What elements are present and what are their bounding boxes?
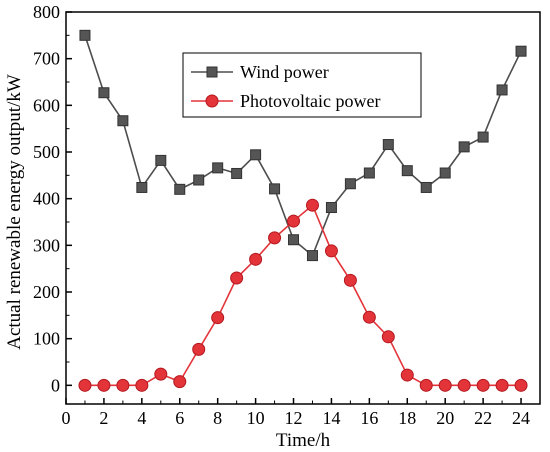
legend-item: Wind power <box>191 62 329 82</box>
data-point <box>249 252 263 266</box>
data-point <box>211 311 225 325</box>
data-point <box>438 378 452 392</box>
y-tick-label: 200 <box>33 282 60 302</box>
legend-box <box>182 52 422 118</box>
y-axis-title: Actual renewable energy output/kW <box>4 74 25 350</box>
x-tick-label: 10 <box>247 408 265 428</box>
x-tick-label: 2 <box>99 408 108 428</box>
x-tick-label: 4 <box>137 408 146 428</box>
data-point <box>135 378 149 392</box>
data-point <box>116 378 130 392</box>
data-point <box>495 378 509 392</box>
data-point <box>193 174 205 186</box>
data-point <box>288 234 300 246</box>
legend-label: Photovoltaic power <box>240 91 380 111</box>
data-point <box>363 167 375 179</box>
x-tick-label: 16 <box>360 408 378 428</box>
data-point <box>344 178 356 190</box>
data-point <box>381 330 395 344</box>
data-point <box>155 154 167 166</box>
ticks-layer: 0 2 4 6 8 10 12 14 16 18 20 22 240100200300400500600… <box>33 2 530 428</box>
data-point <box>98 87 110 99</box>
data-point <box>174 183 186 195</box>
x-tick-label: 12 <box>285 408 303 428</box>
data-point <box>515 45 527 57</box>
data-point <box>212 162 224 174</box>
data-point <box>420 181 432 193</box>
plot-frame <box>65 11 541 405</box>
data-point <box>325 202 337 214</box>
y-tick-label: 400 <box>33 189 60 209</box>
x-tick-label: 0 <box>62 408 71 428</box>
data-point <box>268 231 282 245</box>
legend-item: Photovoltaic power <box>191 91 380 111</box>
y-tick-label: 0 <box>51 375 60 395</box>
data-point <box>79 29 91 41</box>
legend-marker <box>206 66 218 78</box>
y-tick-label: 700 <box>33 49 60 69</box>
legend: Wind power Photovoltaic power <box>182 52 422 118</box>
data-point <box>173 375 187 389</box>
data-point <box>343 273 357 287</box>
data-point <box>400 368 414 382</box>
data-point <box>97 378 111 392</box>
data-point <box>230 271 244 285</box>
data-point <box>287 214 301 228</box>
data-point <box>439 167 451 179</box>
data-point <box>192 342 206 356</box>
data-point <box>306 250 318 262</box>
x-tick-label: 18 <box>398 408 416 428</box>
data-point <box>362 310 376 324</box>
y-tick-label: 100 <box>33 329 60 349</box>
y-tick-label: 600 <box>33 95 60 115</box>
data-point <box>514 378 528 392</box>
data-point <box>231 167 243 179</box>
data-point <box>250 149 262 161</box>
x-tick-label: 20 <box>436 408 454 428</box>
data-point <box>476 378 490 392</box>
data-point <box>305 198 319 212</box>
data-point <box>269 183 281 195</box>
data-point <box>458 141 470 153</box>
data-point <box>496 84 508 96</box>
y-tick-label: 300 <box>33 235 60 255</box>
x-tick-label: 8 <box>213 408 222 428</box>
series-line <box>84 203 522 387</box>
x-tick-label: 14 <box>322 408 340 428</box>
data-point <box>154 367 168 381</box>
series-layer <box>78 29 528 392</box>
x-tick-label: 24 <box>512 408 530 428</box>
x-tick-label: 22 <box>474 408 492 428</box>
data-point <box>117 115 129 127</box>
series-wind-power <box>79 29 527 262</box>
legend-items: Wind power Photovoltaic power <box>191 62 380 111</box>
data-point <box>382 139 394 151</box>
legend-label: Wind power <box>240 62 329 82</box>
y-tick-label: 500 <box>33 142 60 162</box>
data-point <box>401 165 413 177</box>
data-point <box>136 181 148 193</box>
y-tick-label: 800 <box>33 2 60 22</box>
data-point <box>457 378 471 392</box>
data-point <box>324 244 338 258</box>
x-tick-label: 6 <box>175 408 184 428</box>
series-photovoltaic-power <box>78 198 528 392</box>
data-point <box>78 378 92 392</box>
data-point <box>477 131 489 143</box>
x-axis-title: Time/h <box>276 430 331 451</box>
legend-marker <box>205 94 219 108</box>
data-point <box>419 378 433 392</box>
